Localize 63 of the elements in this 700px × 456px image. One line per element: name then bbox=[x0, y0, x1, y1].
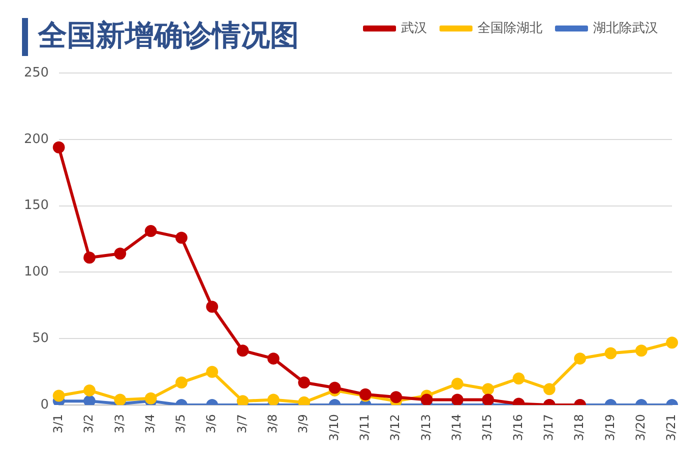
point bbox=[144, 225, 157, 238]
point bbox=[635, 344, 648, 357]
chart-title: 全国新增确诊情况图 bbox=[38, 17, 299, 54]
point bbox=[175, 376, 188, 388]
point bbox=[328, 382, 341, 394]
point bbox=[666, 336, 678, 349]
point bbox=[114, 394, 126, 406]
point bbox=[451, 394, 464, 406]
x-tick-label: 3/11 bbox=[358, 414, 372, 442]
x-tick-label: 3/19 bbox=[602, 414, 617, 442]
y-tick-label: 250 bbox=[24, 65, 49, 80]
point bbox=[144, 392, 157, 404]
point bbox=[83, 384, 96, 396]
legend-label: 湖北除武汉 bbox=[593, 20, 658, 36]
point bbox=[206, 300, 218, 313]
y-tick-label: 0 bbox=[40, 397, 49, 412]
legend-label: 全国除湖北 bbox=[478, 20, 542, 36]
x-tick-label: 3/13 bbox=[418, 414, 433, 442]
x-tick-label: 3/10 bbox=[326, 414, 341, 442]
x-tick-label: 3/21 bbox=[664, 414, 678, 442]
point bbox=[83, 395, 96, 406]
point bbox=[52, 390, 65, 402]
point bbox=[267, 394, 280, 406]
point bbox=[114, 248, 126, 260]
point bbox=[451, 378, 464, 390]
point bbox=[83, 252, 96, 264]
point bbox=[420, 394, 433, 406]
y-tick-label: 50 bbox=[32, 331, 49, 346]
point bbox=[482, 383, 494, 396]
x-tick-label: 3/9 bbox=[296, 414, 310, 434]
x-tick-label: 3/12 bbox=[388, 414, 402, 442]
x-tick-label: 3/3 bbox=[112, 414, 126, 434]
x-tick-label: 3/20 bbox=[633, 414, 648, 442]
x-tick-label: 3/5 bbox=[174, 414, 188, 434]
point bbox=[482, 394, 494, 406]
y-tick-label: 200 bbox=[24, 132, 49, 147]
point bbox=[390, 391, 402, 404]
x-tick-label: 3/4 bbox=[142, 414, 157, 434]
point bbox=[206, 366, 218, 378]
y-tick-label: 150 bbox=[24, 198, 49, 214]
point bbox=[298, 376, 310, 388]
x-tick-label: 3/17 bbox=[541, 414, 556, 442]
x-tick-label: 3/7 bbox=[234, 414, 249, 434]
point bbox=[512, 372, 525, 384]
x-tick-label: 3/16 bbox=[510, 414, 525, 442]
point bbox=[298, 396, 310, 406]
x-tick-label: 3/15 bbox=[480, 414, 494, 442]
point bbox=[236, 344, 249, 357]
point bbox=[52, 141, 65, 154]
x-tick-label: 3/18 bbox=[572, 414, 586, 442]
x-tick-label: 3/14 bbox=[450, 414, 464, 442]
y-tick-label: 100 bbox=[24, 264, 49, 280]
point bbox=[574, 352, 586, 365]
x-tick-label: 3/8 bbox=[266, 414, 280, 434]
legend-label: 武汉 bbox=[401, 20, 427, 36]
point bbox=[236, 395, 249, 406]
point bbox=[543, 383, 556, 396]
point bbox=[604, 347, 617, 360]
x-tick-label: 3/6 bbox=[204, 414, 218, 434]
point bbox=[267, 352, 280, 365]
x-tick-label: 3/2 bbox=[82, 414, 96, 434]
point bbox=[175, 232, 188, 244]
x-tick-label: 3/1 bbox=[50, 414, 65, 434]
